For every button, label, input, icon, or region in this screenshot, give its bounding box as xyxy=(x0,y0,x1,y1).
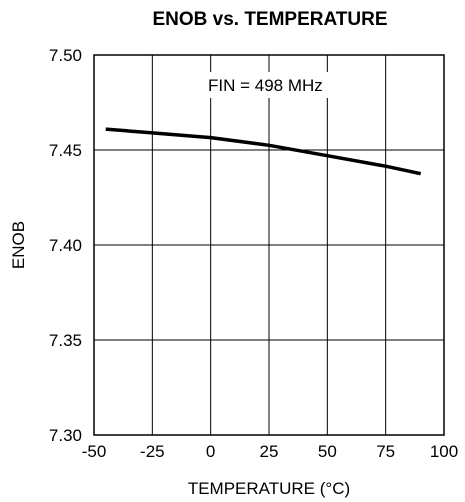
x-tick-labels: -50 -25 0 25 50 75 100 xyxy=(82,442,458,461)
chart-title: ENOB vs. TEMPERATURE xyxy=(152,9,387,30)
plot-frame xyxy=(93,54,445,436)
x-tick-label: 50 xyxy=(318,442,337,461)
x-tick-label: -25 xyxy=(140,442,165,461)
y-tick-label: 7.40 xyxy=(49,236,82,255)
annotation-fin: FIN = 498 MHz xyxy=(208,76,323,95)
y-tick-label: 7.50 xyxy=(49,46,82,65)
annotation-background xyxy=(200,72,360,98)
y-tick-label: 7.45 xyxy=(49,141,82,160)
y-axis-label: ENOB xyxy=(9,221,28,269)
y-tick-labels: 7.30 7.35 7.40 7.45 7.50 xyxy=(49,46,82,445)
x-axis-label: TEMPERATURE (°C) xyxy=(188,479,350,498)
series-group xyxy=(105,127,422,176)
y-tick-label: 7.30 xyxy=(49,426,82,445)
x-tick-label: -50 xyxy=(82,442,107,461)
x-tick-label: 0 xyxy=(206,442,215,461)
grid-lines xyxy=(94,55,444,435)
x-tick-label: 75 xyxy=(376,442,395,461)
y-tick-label: 7.35 xyxy=(49,331,82,350)
x-tick-label: 25 xyxy=(260,442,279,461)
series-line-0 xyxy=(105,127,422,176)
x-tick-label: 100 xyxy=(430,442,458,461)
